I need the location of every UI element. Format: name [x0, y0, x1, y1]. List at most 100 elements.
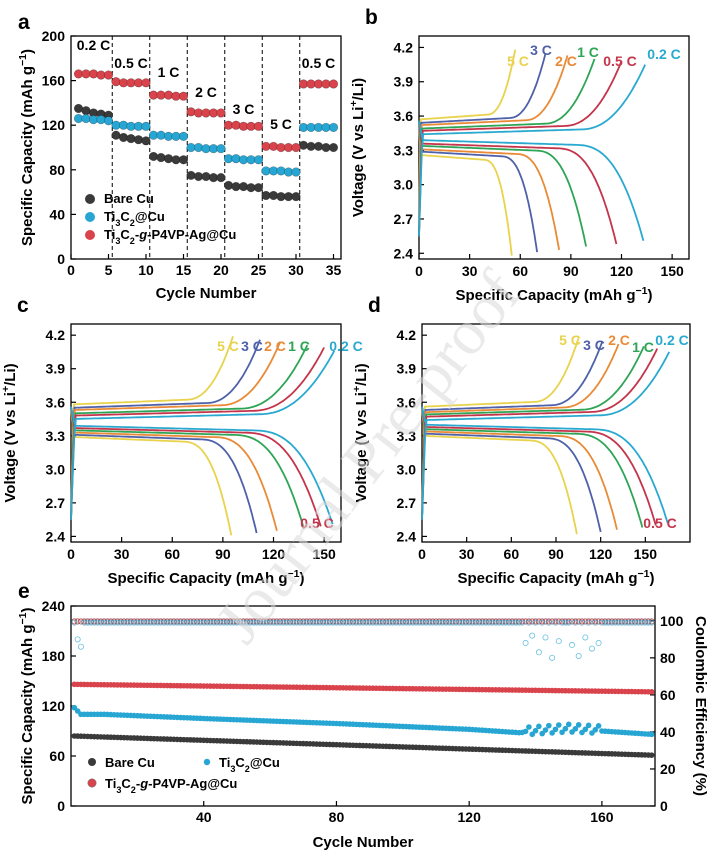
ce-point [257, 619, 264, 626]
ce-point [157, 619, 164, 626]
label-part: Specific Capacity (mAh g [455, 287, 635, 304]
rate-label: 0.2 C [647, 46, 680, 62]
ce-point [582, 618, 589, 625]
data-point [291, 167, 301, 177]
ce-point [333, 619, 340, 626]
y-tick-label: 3.9 [46, 361, 66, 377]
ce-point [522, 640, 529, 647]
x-axis-label: Cycle Number [156, 285, 257, 302]
ce-point [111, 619, 118, 626]
ce-point [638, 619, 645, 626]
rate-label: 1 C [288, 338, 310, 354]
discharge-curve [418, 120, 560, 251]
data-point [216, 144, 226, 154]
label-part: - [136, 776, 140, 791]
ce-point [595, 640, 602, 647]
x-tick-label: 40 [196, 809, 212, 825]
ce-point [413, 619, 420, 626]
ce-point [555, 618, 562, 625]
ce-point [535, 618, 542, 625]
ce-point [632, 619, 639, 626]
ce-point [406, 619, 413, 626]
capacity-point [536, 723, 542, 730]
legend-label: Bare Cu [105, 755, 155, 770]
label-part: 1 [17, 54, 29, 60]
y-axis-label: Voltage (V vs Li+/Li) [0, 363, 19, 502]
ce-point [502, 619, 509, 626]
capacity-point [575, 722, 582, 728]
data-point [223, 180, 234, 191]
capacity-point [552, 726, 559, 733]
ce-point [542, 634, 549, 641]
label-part: 2 [130, 218, 135, 228]
discharge-curve [421, 406, 618, 530]
ce-point [625, 619, 632, 626]
ce-point [389, 619, 396, 626]
rate-label: 1 C [158, 64, 180, 80]
ce-point [104, 619, 111, 626]
y-tick-label: 3.0 [397, 461, 417, 477]
y-axis-label: Specific Capacity (mAh g−1) [17, 49, 36, 246]
panel-label-b: b [365, 6, 378, 29]
ce-point [486, 619, 493, 626]
ce-point [363, 619, 370, 626]
ce-point [569, 641, 576, 648]
ce-point [84, 619, 91, 626]
y-right-tick-label: 60 [660, 687, 676, 703]
x-tick-label: 25 [251, 262, 267, 278]
charge-curve [418, 52, 547, 237]
panel-label-e: e [18, 580, 30, 603]
ce-point [273, 619, 280, 626]
label-part: C [120, 209, 130, 224]
ce-point [184, 619, 191, 626]
discharge-curve [70, 406, 278, 532]
capacity-point [592, 727, 599, 733]
legend-marker [85, 212, 95, 222]
ce-point [479, 619, 486, 626]
data-point [163, 90, 174, 100]
ce-point [353, 619, 360, 626]
ce-point [346, 619, 353, 626]
ce-point [618, 619, 625, 626]
ce-point [628, 619, 635, 626]
ce-point [376, 619, 383, 626]
label-part: + [351, 386, 363, 392]
ce-point [137, 619, 144, 626]
rate-label: 2 C [264, 338, 286, 354]
x-tick-label: 0 [415, 263, 423, 279]
capacity-point [532, 727, 539, 734]
charge-curve [70, 339, 261, 520]
ce-point [472, 619, 479, 626]
discharge-curve [421, 406, 578, 535]
data-point [156, 152, 166, 163]
label-part: 3 [230, 764, 235, 774]
ce-point [81, 619, 88, 626]
ce-point [140, 619, 147, 626]
ce-point [296, 619, 303, 626]
ce-point [194, 619, 201, 626]
ce-point [642, 619, 649, 626]
rate-label: 5 C [507, 53, 529, 69]
x-tick-label: 30 [288, 262, 304, 278]
y-tick-label: 4.2 [394, 39, 414, 55]
ce-point [598, 619, 605, 626]
data-point [163, 154, 174, 164]
ce-point [572, 619, 579, 626]
label-part: /Li) [2, 363, 19, 386]
y-right-tick-label: 0 [660, 798, 668, 814]
ce-point [585, 619, 592, 626]
ce-point [263, 619, 270, 626]
y-tick-label: 3.0 [394, 177, 414, 193]
rate-label: 0.5 C [643, 515, 676, 531]
label-part: Voltage (V vs Li [353, 392, 370, 503]
label-part: @Cu [135, 209, 165, 224]
rate-label: 3 C [241, 338, 263, 354]
panel-b: b 0 30 60 90 120 150 2.4 2.7 3.0 3.3 3.6 3.9 4.2 5 C3 … [348, 6, 690, 304]
label-part: 1 [644, 568, 650, 580]
ce-point [303, 619, 310, 626]
x-tick-label: 120 [589, 546, 613, 562]
data-point [111, 77, 121, 87]
